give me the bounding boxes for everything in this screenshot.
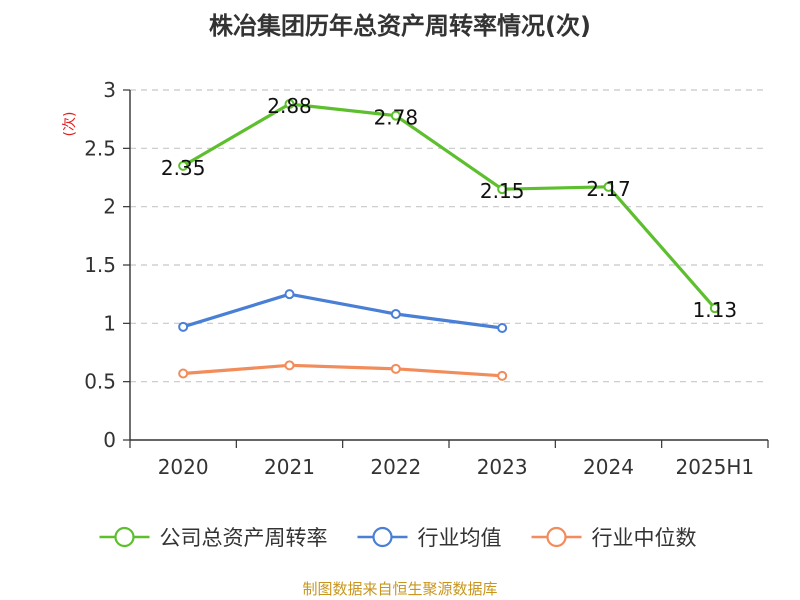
data-point [284, 99, 295, 109]
data-point [390, 309, 401, 319]
y-tick-label: 0 [103, 428, 116, 452]
data-label: 1.13 [693, 298, 738, 322]
data-point [709, 303, 720, 314]
series-line [182, 102, 717, 310]
legend-item: 行业中位数 [531, 526, 697, 550]
data-label: 2.78 [374, 106, 419, 130]
legend-marker [114, 526, 135, 548]
legend-marker [546, 526, 567, 548]
legend-marker [372, 526, 393, 548]
y-tick-label: 1.5 [84, 253, 116, 277]
series-line [183, 363, 503, 378]
y-tick-label: 1 [103, 311, 116, 335]
x-tick-label: 2024 [583, 455, 634, 479]
y-tick-label: 3 [103, 78, 116, 102]
legend-item: 行业均值 [357, 526, 502, 550]
data-point [178, 368, 189, 379]
x-tick-label: 2023 [477, 455, 528, 479]
legend-label: 行业均值 [418, 526, 502, 550]
y-tick-label: 2 [103, 195, 116, 219]
source-note: 制图数据来自恒生聚源数据库 [302, 580, 498, 598]
y-axis-label: (次) [62, 112, 78, 137]
data-label: 2.17 [586, 177, 631, 201]
data-point [390, 363, 401, 374]
data-point [178, 160, 189, 171]
data-point [178, 321, 189, 332]
x-tick-label: 2025H1 [675, 455, 754, 479]
x-tick-label: 2022 [370, 455, 421, 479]
data-point [497, 184, 508, 195]
data-label: 2.88 [267, 94, 312, 118]
data-point [284, 360, 295, 371]
data-label: 2.35 [161, 156, 206, 180]
legend-label: 行业中位数 [592, 526, 697, 550]
y-tick-label: 2.5 [84, 136, 116, 160]
chart-title: 株冶集团历年总资产周转率情况(次) [209, 12, 591, 40]
data-label: 2.15 [480, 179, 525, 203]
data-point [497, 323, 508, 333]
data-point [390, 110, 401, 121]
y-tick-label: 0.5 [84, 370, 116, 394]
x-tick-label: 2020 [158, 455, 209, 479]
legend-item: 公司总资产周转率 [99, 526, 328, 550]
legend-label: 公司总资产周转率 [160, 526, 328, 550]
data-point [497, 370, 508, 381]
x-tick-label: 2021 [264, 455, 315, 479]
series-line [182, 292, 503, 330]
data-point [284, 289, 295, 300]
data-point [603, 181, 614, 192]
